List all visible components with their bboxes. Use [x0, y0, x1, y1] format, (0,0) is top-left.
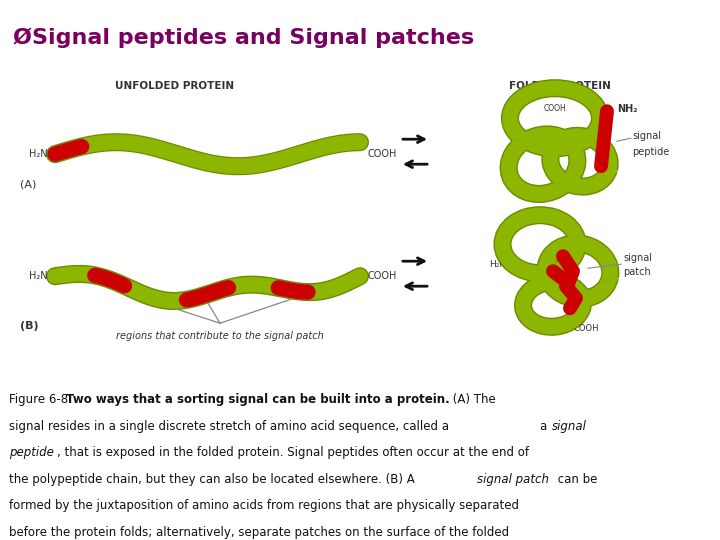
Text: UNFOLDED PROTEIN: UNFOLDED PROTEIN [115, 81, 235, 91]
Text: FOLDED PROTEIN: FOLDED PROTEIN [509, 81, 611, 91]
Text: H₂N: H₂N [30, 149, 48, 159]
Text: the polypeptide chain, but they can also be located elsewhere. (B) A: the polypeptide chain, but they can also… [9, 472, 418, 485]
Text: (A): (A) [20, 179, 37, 189]
Text: COOH: COOH [573, 324, 599, 333]
Text: formed by the juxtaposition of amino acids from regions that are physically sepa: formed by the juxtaposition of amino aci… [9, 499, 518, 512]
Text: (A) The: (A) The [449, 393, 495, 406]
Text: ØSignal peptides and Signal patches: ØSignal peptides and Signal patches [13, 28, 474, 48]
Text: peptide: peptide [9, 446, 53, 459]
Text: (B): (B) [20, 321, 39, 331]
Text: signal: signal [632, 131, 661, 141]
Text: NH₂: NH₂ [617, 104, 637, 114]
Text: can be: can be [554, 472, 598, 485]
Text: regions that contribute to the signal patch: regions that contribute to the signal pa… [116, 331, 324, 341]
Text: COOH: COOH [368, 149, 397, 159]
Text: Two ways that a sorting signal can be built into a protein.: Two ways that a sorting signal can be bu… [66, 393, 450, 406]
Text: COOH: COOH [544, 104, 567, 113]
Text: COOH: COOH [368, 271, 397, 281]
Text: signal resides in a single discrete stretch of amino acid sequence, called a: signal resides in a single discrete stre… [9, 420, 452, 433]
Text: H₂N: H₂N [489, 260, 506, 269]
Text: signal: signal [552, 420, 587, 433]
Text: before the protein folds; alternatively, separate patches on the surface of the : before the protein folds; alternatively,… [9, 525, 509, 538]
Text: patch: patch [623, 267, 651, 277]
Text: signal patch: signal patch [477, 472, 549, 485]
Text: signal: signal [623, 253, 652, 263]
Text: Figure 6-8: Figure 6-8 [9, 393, 71, 406]
Text: , that is exposed in the folded protein. Signal peptides often occur at the end : , that is exposed in the folded protein.… [57, 446, 528, 459]
Text: peptide: peptide [632, 147, 670, 157]
Text: a: a [540, 420, 552, 433]
Text: H₂N: H₂N [30, 271, 48, 281]
